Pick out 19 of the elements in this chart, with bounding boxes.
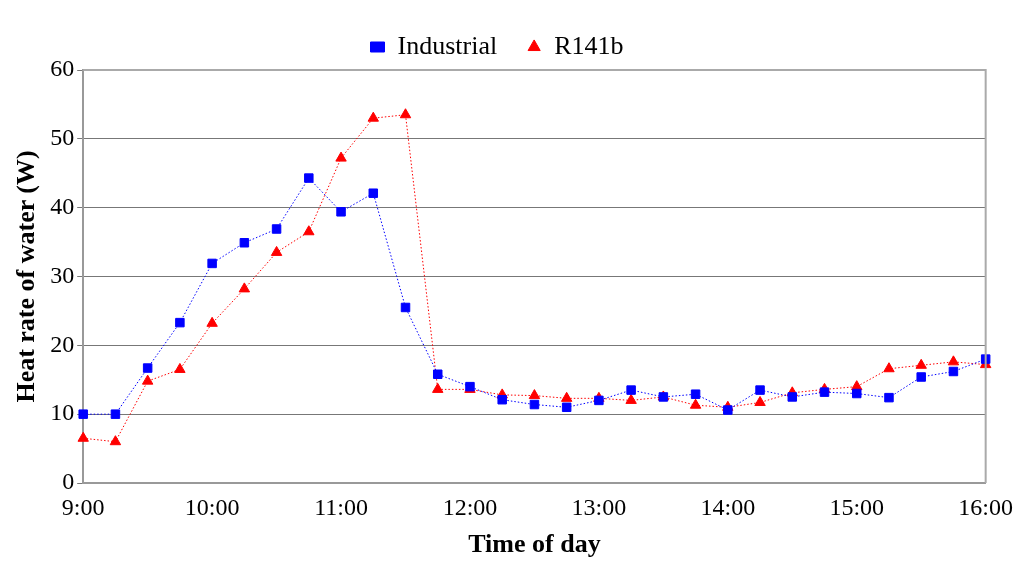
y-tick-label: 30 bbox=[50, 261, 75, 288]
x-tick-label: 14:00 bbox=[700, 493, 756, 520]
x-tick-label: 11:00 bbox=[314, 493, 368, 520]
x-tick-label: 15:00 bbox=[829, 493, 885, 520]
y-tick-label: 0 bbox=[62, 468, 75, 495]
x-tick-label: 9:00 bbox=[61, 493, 105, 520]
legend-label: R141b bbox=[554, 30, 624, 60]
x-axis-title: Time of day bbox=[468, 529, 601, 559]
legend-label: Industrial bbox=[397, 30, 498, 60]
x-tick-label: 12:00 bbox=[442, 493, 498, 520]
y-axis-title: Heat rate of water (W) bbox=[11, 150, 41, 403]
y-tick-label: 50 bbox=[50, 124, 75, 151]
y-tick-label: 10 bbox=[50, 399, 75, 426]
y-tick-label: 20 bbox=[50, 330, 75, 357]
x-tick-label: 13:00 bbox=[571, 493, 627, 520]
x-tick-label: 16:00 bbox=[958, 493, 1013, 520]
x-tick-label: 10:00 bbox=[184, 493, 240, 520]
y-tick-label: 40 bbox=[50, 192, 75, 219]
y-tick-label: 60 bbox=[50, 55, 75, 82]
